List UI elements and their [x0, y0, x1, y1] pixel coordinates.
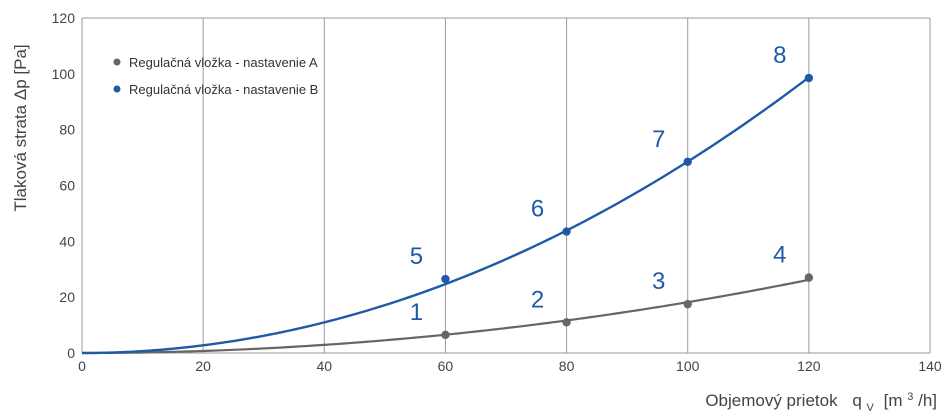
- y-tick-label: 80: [59, 122, 75, 138]
- y-tick-label: 60: [59, 178, 75, 194]
- y-tick-label: 40: [59, 233, 75, 249]
- y-tick-label: 20: [59, 289, 75, 305]
- data-point-a: [562, 318, 571, 327]
- x-tick-label: 80: [559, 358, 575, 374]
- data-point-a: [441, 330, 450, 340]
- axes-layer: [81, 17, 930, 354]
- point-label-7: 7: [652, 126, 665, 153]
- x-tick-label: 0: [78, 358, 86, 374]
- legend-label-a: Regulačná vložka - nastavenie A: [129, 55, 318, 70]
- point-label-2: 2: [531, 286, 544, 313]
- x-axis-title-subscript: V: [867, 402, 875, 414]
- x-axis-title-text: Objemový prietok: [705, 391, 838, 410]
- legend: Regulačná vložka - nastavenie A Regulačn…: [113, 55, 318, 97]
- x-tick-label: 60: [438, 358, 454, 374]
- x-axis-title-symbol: q: [852, 391, 861, 410]
- x-tick-label: 140: [918, 358, 942, 374]
- y-tick-label: 100: [52, 66, 76, 82]
- point-label-6: 6: [531, 196, 544, 223]
- x-tick-label: 40: [316, 358, 332, 374]
- data-point-a: [683, 299, 692, 309]
- x-axis-title-unit-sup: 3: [907, 391, 913, 403]
- legend-marker-b: [113, 85, 121, 93]
- x-tick-label: 100: [676, 358, 700, 374]
- data-point-b: [683, 157, 692, 166]
- x-axis-title-unit-close: /h]: [918, 391, 937, 410]
- point-label-4: 4: [773, 242, 786, 269]
- point-label-8: 8: [773, 42, 786, 69]
- point-label-5: 5: [410, 243, 423, 270]
- legend-label-b: Regulačná vložka - nastavenie B: [129, 82, 318, 97]
- legend-marker-a: [113, 58, 121, 66]
- y-tick-label: 120: [52, 10, 76, 26]
- data-point-b: [441, 274, 450, 284]
- point-label-3: 3: [652, 268, 665, 295]
- data-point-b: [804, 73, 814, 83]
- y-axis-title: Tlaková strata Δp [Pa]: [11, 44, 30, 211]
- data-point-b: [562, 227, 571, 236]
- x-axis-title-unit-open: [m: [884, 391, 903, 410]
- y-tick-label: 0: [67, 345, 75, 361]
- ticks-layer: 0 20 40 60 80 100 120 140 0 20 40 60 80 100 120: [52, 10, 942, 374]
- series-layer: [81, 73, 814, 355]
- labels-layer: 1 2 3 4 5 6 7 8: [410, 42, 787, 326]
- point-label-1: 1: [410, 299, 423, 326]
- x-tick-label: 120: [797, 358, 821, 374]
- data-point-a: [804, 273, 814, 282]
- x-tick-label: 20: [195, 358, 211, 374]
- x-axis-title: Objemový prietok q V [m 3 /h]: [705, 385, 937, 414]
